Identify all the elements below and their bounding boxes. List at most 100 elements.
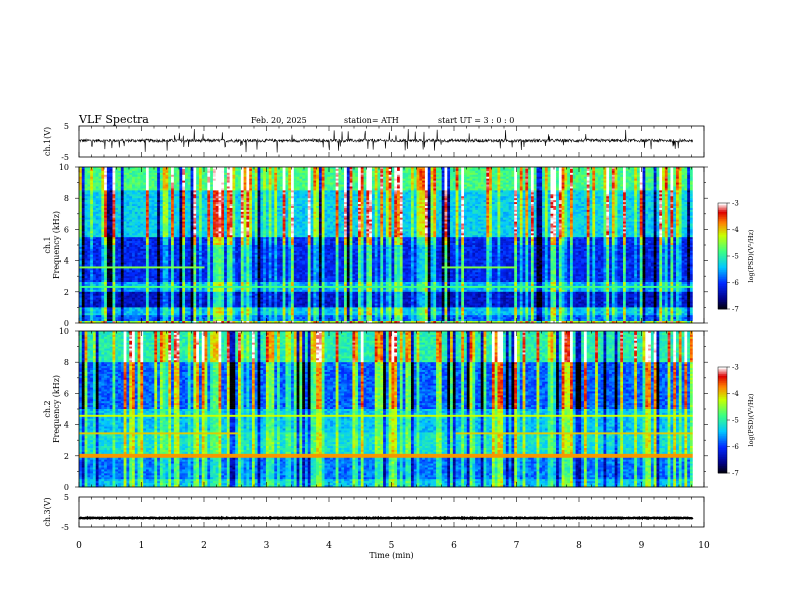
spectrogram-cell: [215, 207, 219, 211]
spectrogram-cell: [405, 188, 409, 191]
spectrogram-cell: [561, 174, 565, 178]
spectrogram-cell: [173, 172, 177, 176]
spectrogram-cell: [592, 168, 596, 172]
spectrogram-cell: [296, 170, 300, 174]
spectrogram-cell: [182, 182, 186, 185]
spectrogram-cell: [489, 167, 493, 170]
spectrogram-cell: [424, 184, 429, 187]
spectrogram-cell: [143, 182, 147, 185]
spectrogram-cell: [291, 186, 295, 189]
spectrogram-cell: [419, 198, 423, 201]
spectrogram-cell: [645, 174, 649, 178]
spectrogram-cell: [438, 167, 442, 170]
spectrogram-cell: [229, 198, 233, 201]
spectrogram-cell: [483, 196, 487, 199]
spectrogram-cell: [115, 192, 119, 195]
spectrogram-cell: [383, 202, 387, 205]
spectrogram-cell: [288, 202, 292, 205]
spectrogram-cell: [374, 192, 378, 195]
spectrogram-cell: [508, 168, 512, 172]
spectrogram-cell: [210, 174, 214, 178]
spectrogram-cell: [193, 192, 197, 195]
spectrogram-cell: [572, 186, 576, 189]
spectrogram-cell: [664, 198, 668, 201]
spectrogram-cell: [104, 174, 108, 178]
spectrogram-cell: [592, 184, 596, 187]
spectrogram-cell: [279, 194, 283, 197]
spectrogram-cell: [505, 168, 509, 172]
spectrogram-cell: [229, 186, 233, 189]
spectrogram-cell: [472, 184, 476, 187]
spectrogram-cell: [254, 202, 258, 205]
spectrogram-cell: [617, 192, 621, 195]
spectrogram-cell: [98, 167, 102, 170]
spectrogram-cell: [291, 188, 295, 191]
spectrogram-cell: [302, 184, 306, 187]
spectrogram-cell: [282, 178, 286, 181]
spectrogram-cell: [335, 176, 339, 179]
spectrogram-cell: [586, 202, 590, 205]
spectrogram-cell: [240, 182, 244, 185]
spectrogram-cell: [321, 188, 325, 191]
spectrogram-cell: [154, 190, 158, 193]
spectrogram-cell: [486, 180, 490, 183]
spectrogram-cell: [145, 204, 150, 207]
spectrogram-cell: [87, 172, 91, 176]
spectrogram-cell: [505, 184, 509, 187]
spectrogram-cell: [625, 200, 629, 203]
spectrogram-cell: [600, 174, 604, 178]
spectrogram-cell: [623, 186, 627, 189]
spectrogram-cell: [140, 182, 144, 185]
spectrogram-cell: [210, 206, 214, 209]
spectrogram-cell: [570, 184, 574, 187]
spectrogram-cell: [410, 202, 415, 205]
spectrogram-cell: [176, 180, 180, 183]
spectrogram-cell: [430, 204, 434, 207]
spectrogram-cell: [553, 207, 557, 211]
spectrogram-cell: [611, 200, 615, 203]
spectrogram-cell: [101, 186, 105, 189]
spectrogram-cell: [475, 206, 479, 209]
spectrogram-cell: [257, 194, 261, 197]
spectrogram-cell: [307, 178, 311, 181]
spectrogram-cell: [628, 200, 632, 203]
spectrogram-cell: [374, 206, 378, 209]
spectrogram-cell: [516, 184, 521, 187]
spectrogram-cell: [151, 182, 155, 185]
spectrogram-cell: [547, 192, 551, 195]
spectrogram-cell: [355, 196, 359, 199]
spectrogram-cell: [547, 196, 551, 199]
spectrogram-cell: [293, 196, 297, 199]
spectrogram-cell: [659, 170, 663, 174]
spectrogram-cell: [332, 192, 336, 195]
spectrogram-cell: [469, 180, 473, 183]
spectrogram-cell: [148, 184, 152, 187]
spectrogram-cell: [293, 194, 297, 197]
spectrogram-cell: [394, 174, 398, 178]
spectrogram-cell: [436, 206, 440, 209]
spectrogram-cell: [204, 182, 208, 185]
spectrogram-cell: [533, 180, 537, 183]
spectrogram-cell: [360, 186, 364, 189]
spectrogram-cell: [257, 198, 261, 201]
spectrogram-cell: [561, 172, 565, 176]
spectrogram-cell: [466, 196, 470, 199]
spectrogram-cell: [215, 188, 219, 191]
spectrogram-cell: [642, 167, 646, 170]
spectrogram-cell: [265, 172, 269, 176]
spectrogram-cell: [556, 176, 560, 179]
spectrogram-cell: [87, 182, 91, 185]
spectrogram-cell: [151, 194, 155, 197]
spectrogram-cell: [455, 182, 459, 185]
spectrogram-cell: [90, 188, 94, 191]
spectrogram-cell: [271, 178, 275, 181]
spectrogram-cell: [254, 196, 258, 199]
spectrogram-cell: [614, 172, 618, 176]
spectrogram-cell: [115, 186, 119, 189]
spectrogram-cell: [310, 204, 314, 207]
spectrogram-cell: [575, 194, 579, 197]
spectrogram-cell: [288, 206, 292, 209]
spectrogram-cell: [377, 178, 381, 181]
spectrogram-cell: [611, 202, 615, 205]
spectrogram-cell: [586, 198, 590, 201]
